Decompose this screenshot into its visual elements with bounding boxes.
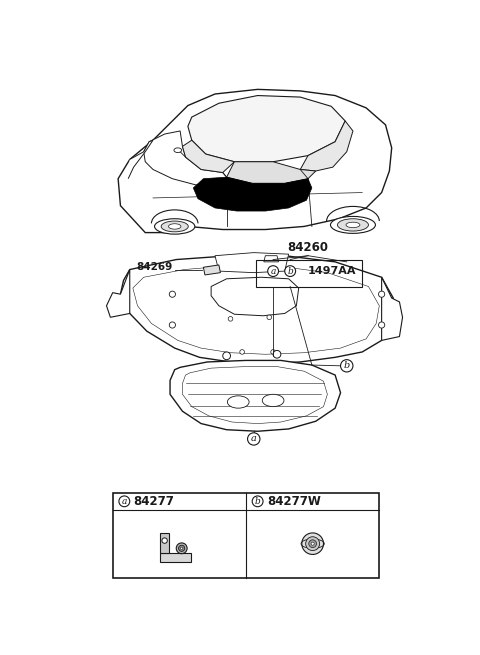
Ellipse shape [228,396,249,408]
Polygon shape [128,140,153,179]
Polygon shape [382,277,403,341]
Polygon shape [182,140,234,172]
Circle shape [223,352,230,360]
Bar [256,259,362,286]
Text: b: b [255,497,261,506]
Circle shape [379,291,385,297]
Text: 84277: 84277 [133,495,175,508]
Ellipse shape [337,219,369,231]
Circle shape [240,350,244,354]
Polygon shape [193,177,312,211]
Text: b: b [344,362,350,370]
Circle shape [179,545,185,552]
Polygon shape [160,553,191,562]
Polygon shape [264,255,278,262]
Ellipse shape [161,221,188,232]
Circle shape [119,496,130,507]
Text: 84277W: 84277W [267,495,321,508]
Polygon shape [188,96,345,162]
Circle shape [379,322,385,328]
Ellipse shape [155,219,195,234]
Polygon shape [120,255,393,364]
Polygon shape [204,265,220,275]
Text: a: a [251,434,257,443]
Text: 84269: 84269 [136,262,172,272]
Polygon shape [160,533,169,553]
Circle shape [309,540,316,548]
Circle shape [248,433,260,445]
Circle shape [268,266,278,276]
Circle shape [169,322,176,328]
Text: 1497AA: 1497AA [308,266,357,276]
Text: a: a [270,267,276,276]
Circle shape [252,496,263,507]
Circle shape [180,547,183,550]
Ellipse shape [168,224,181,229]
Circle shape [228,316,233,321]
Circle shape [273,350,281,358]
Ellipse shape [174,148,181,153]
Bar [113,493,379,578]
Circle shape [306,536,320,551]
Polygon shape [211,277,299,316]
Circle shape [267,315,272,320]
Circle shape [169,291,176,297]
Ellipse shape [330,216,375,233]
Polygon shape [107,270,130,317]
Polygon shape [144,131,227,185]
Circle shape [176,543,187,553]
Circle shape [302,533,324,555]
Circle shape [271,350,276,354]
Text: a: a [121,497,127,506]
Circle shape [162,538,168,543]
Circle shape [340,360,353,372]
Circle shape [311,542,314,545]
Text: b: b [288,267,293,276]
Ellipse shape [346,222,360,227]
Polygon shape [227,162,316,183]
Polygon shape [300,121,353,171]
Polygon shape [118,89,392,233]
Polygon shape [215,253,288,272]
Ellipse shape [262,394,284,407]
Polygon shape [170,360,340,431]
Text: 84260: 84260 [288,241,328,254]
Circle shape [285,266,296,276]
